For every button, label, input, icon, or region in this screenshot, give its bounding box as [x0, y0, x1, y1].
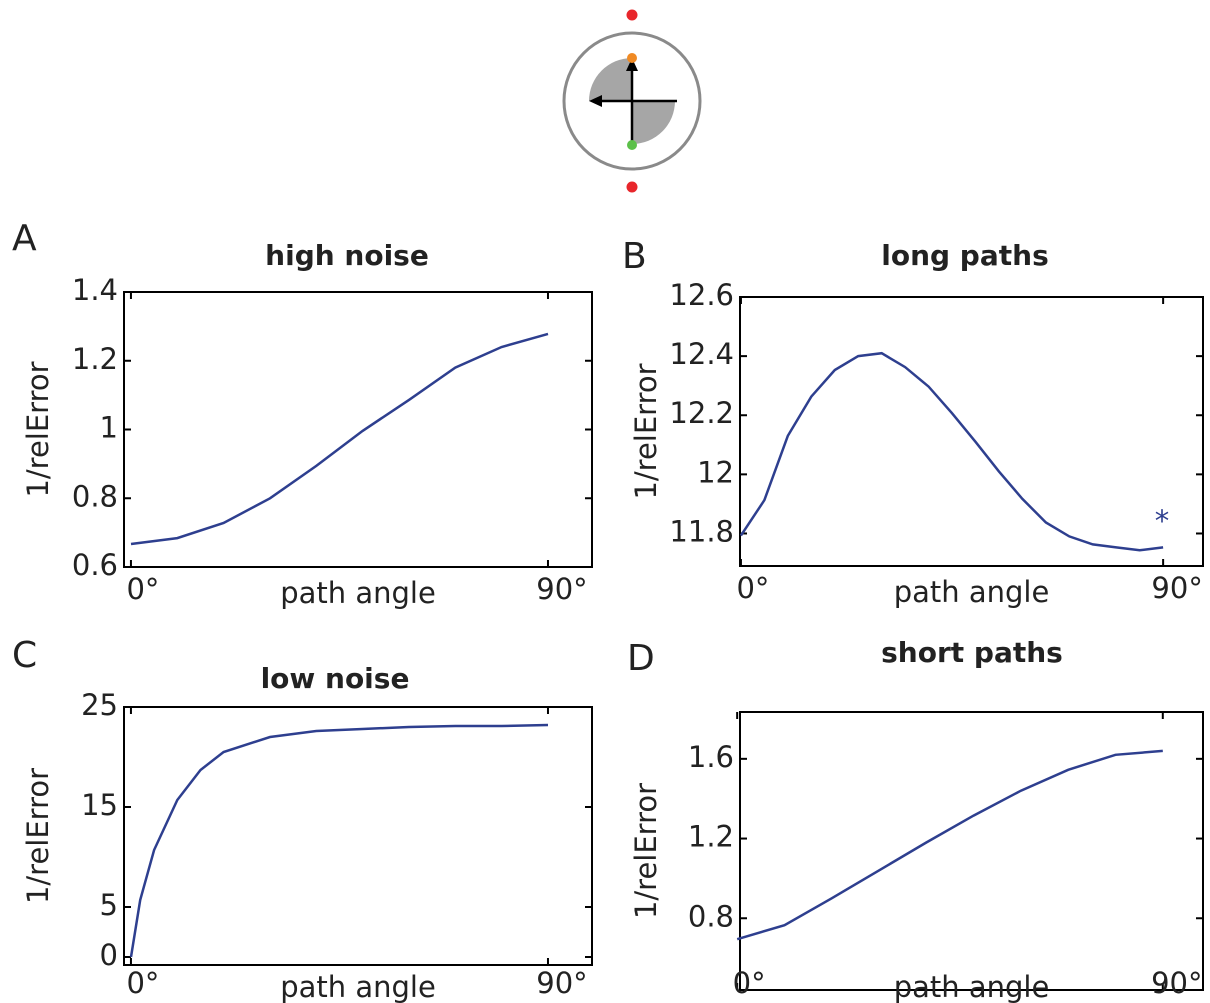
- chart-title: long paths: [881, 239, 1048, 272]
- x-tick-label: 90°: [1151, 571, 1202, 605]
- y-axis-label: 1/relError: [21, 361, 55, 497]
- plot-frame: [123, 291, 593, 568]
- arrowhead: [589, 95, 602, 107]
- panel-label: A: [12, 218, 37, 259]
- data-line: [130, 332, 549, 546]
- x-tick-label: 0°: [126, 572, 159, 606]
- y-tick-label: 12.2: [669, 396, 734, 430]
- x-tick-label: 0°: [736, 571, 769, 605]
- panel-label: D: [627, 638, 655, 679]
- sector: [632, 101, 675, 144]
- y-tick-label: 0.8: [688, 899, 734, 933]
- y-tick-label: 0.6: [72, 548, 118, 582]
- y-tick-label: 25: [81, 688, 118, 722]
- x-tick-label: 90°: [536, 572, 587, 606]
- x-axis-label: path angle: [280, 576, 436, 610]
- y-tick-label: 1.2: [72, 342, 118, 376]
- y-tick-label: 12.6: [669, 278, 734, 312]
- y-tick-label: 1.4: [72, 273, 118, 307]
- orange-dot: [627, 53, 637, 63]
- red-dot: [626, 9, 638, 21]
- y-tick-label: 11.8: [669, 514, 734, 548]
- sector: [589, 58, 632, 101]
- y-tick-label: 15: [81, 788, 118, 822]
- y-tick-label: 12.4: [669, 337, 734, 371]
- x-tick-label: 90°: [1151, 966, 1202, 1000]
- x-tick-label: 0°: [733, 966, 766, 1000]
- data-line: [739, 351, 1164, 552]
- y-tick-label: 1.6: [688, 740, 734, 774]
- schematic: [562, 9, 702, 193]
- plot-frame: [739, 296, 1204, 567]
- y-tick-label: 0.8: [72, 479, 118, 513]
- y-tick-label: 1.2: [688, 820, 734, 854]
- y-axis-label: 1/relError: [629, 783, 663, 919]
- x-axis-label: path angle: [894, 575, 1050, 609]
- chart-title: high noise: [265, 239, 429, 272]
- panel-label: B: [622, 236, 647, 277]
- panel-label: C: [12, 635, 37, 676]
- x-tick-label: 0°: [126, 966, 159, 1000]
- y-tick-label: 0: [100, 938, 118, 972]
- x-tick-label: 90°: [536, 966, 587, 1000]
- y-axis-label: 1/relError: [21, 768, 55, 904]
- plot-frame: [123, 706, 593, 966]
- data-line: [736, 749, 1163, 941]
- chart-title: short paths: [881, 636, 1063, 669]
- green-dot: [627, 140, 637, 150]
- data-line: [129, 723, 549, 958]
- annotation: *: [1155, 504, 1170, 538]
- red-dot: [626, 181, 638, 193]
- y-axis-label: 1/relError: [629, 363, 663, 499]
- chart-title: low noise: [261, 662, 410, 695]
- x-axis-label: path angle: [894, 970, 1050, 1003]
- x-axis-label: path angle: [280, 970, 436, 1003]
- y-tick-label: 5: [100, 888, 118, 922]
- y-tick-label: 1: [100, 411, 118, 445]
- y-tick-label: 12: [697, 455, 734, 489]
- arrowhead: [626, 58, 638, 71]
- plot-frame: [739, 711, 1204, 991]
